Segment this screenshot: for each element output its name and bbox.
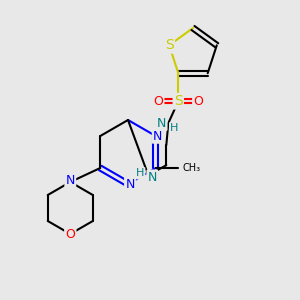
Text: H: H <box>136 168 144 178</box>
Text: CH₃: CH₃ <box>183 163 201 173</box>
Text: S: S <box>174 94 183 108</box>
Text: O: O <box>65 227 75 241</box>
Text: N: N <box>66 173 75 187</box>
Text: N: N <box>157 117 166 130</box>
Text: N: N <box>148 171 157 184</box>
Text: O: O <box>153 95 163 108</box>
Text: O: O <box>194 95 203 108</box>
Text: N: N <box>125 178 135 190</box>
Text: N: N <box>153 130 162 142</box>
Text: S: S <box>165 38 174 52</box>
Text: H: H <box>170 123 178 133</box>
